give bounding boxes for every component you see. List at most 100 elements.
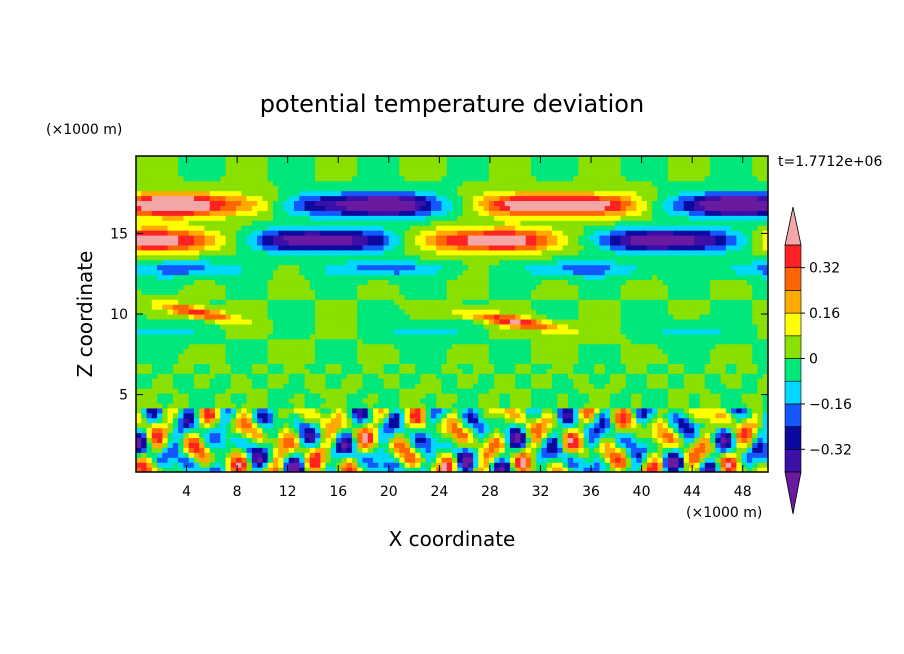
- heatmap-cell: [409, 457, 416, 463]
- heatmap-cell: [404, 378, 411, 384]
- heatmap-cell: [204, 294, 211, 300]
- heatmap-cell: [267, 318, 274, 325]
- heatmap-cell: [388, 437, 395, 443]
- heatmap-cell: [678, 333, 685, 340]
- heatmap-cell: [483, 353, 490, 360]
- heatmap-cell: [762, 299, 768, 305]
- heatmap-cell: [525, 318, 532, 325]
- heatmap-cell: [562, 442, 569, 448]
- heatmap-cell: [341, 269, 348, 276]
- heatmap-cell: [357, 289, 364, 295]
- heatmap-cell: [415, 279, 421, 285]
- heatmap-cell: [415, 318, 421, 325]
- heatmap-cell: [151, 314, 158, 320]
- heatmap-cell: [699, 323, 706, 330]
- heatmap-cell: [652, 338, 658, 345]
- heatmap-cell: [420, 402, 427, 409]
- heatmap-cell: [441, 338, 448, 345]
- heatmap-cell: [193, 264, 200, 271]
- heatmap-cell: [731, 467, 737, 472]
- heatmap-cell: [204, 407, 211, 414]
- heatmap-cell: [625, 328, 632, 335]
- heatmap-cell: [141, 422, 148, 429]
- heatmap-cell: [320, 437, 327, 443]
- heatmap-cell: [373, 358, 379, 364]
- heatmap-cell: [457, 452, 464, 458]
- heatmap-cell: [241, 343, 248, 350]
- heatmap-cell: [209, 447, 216, 453]
- heatmap-cell: [251, 393, 258, 399]
- heatmap-cell: [641, 402, 648, 409]
- heatmap-cell: [146, 422, 153, 429]
- heatmap-cell: [494, 378, 500, 384]
- heatmap-cell: [436, 338, 443, 345]
- heatmap-cell: [488, 437, 495, 443]
- heatmap-cell: [720, 388, 727, 394]
- heatmap-cell: [215, 457, 221, 463]
- heatmap-cell: [657, 397, 664, 404]
- heatmap-cell: [141, 467, 148, 472]
- heatmap-cell: [304, 328, 311, 335]
- heatmap-cell: [483, 333, 490, 340]
- heatmap-cell: [552, 269, 558, 276]
- heatmap-cell: [604, 358, 611, 364]
- heatmap-cell: [504, 294, 511, 300]
- heatmap-cell: [157, 363, 163, 369]
- heatmap-cell: [267, 348, 274, 355]
- heatmap-cell: [667, 442, 674, 448]
- heatmap-cell: [204, 289, 211, 295]
- heatmap-cell: [436, 318, 443, 325]
- heatmap-cell: [288, 269, 295, 276]
- heatmap-cell: [762, 338, 768, 345]
- heatmap-cell: [199, 353, 206, 360]
- heatmap-cell: [388, 412, 395, 419]
- heatmap-cell: [588, 353, 595, 360]
- heatmap-cell: [388, 373, 395, 379]
- heatmap-cell: [483, 427, 490, 434]
- heatmap-cell: [251, 422, 258, 429]
- heatmap-cell: [288, 328, 295, 335]
- heatmap-cell: [652, 343, 658, 350]
- heatmap-cell: [246, 383, 253, 389]
- heatmap-cell: [452, 412, 458, 419]
- heatmap-cell: [573, 304, 579, 310]
- heatmap-cell: [710, 407, 716, 414]
- heatmap-cell: [167, 417, 174, 424]
- heatmap-cell: [710, 388, 716, 394]
- heatmap-cell: [320, 432, 327, 439]
- heatmap-cell: [178, 358, 184, 364]
- heatmap-cell: [525, 393, 532, 399]
- heatmap-cell: [220, 328, 227, 335]
- heatmap-cell: [599, 328, 606, 335]
- heatmap-cell: [604, 437, 611, 443]
- heatmap-cell: [430, 358, 437, 364]
- heatmap-cell: [504, 284, 511, 290]
- heatmap-cell: [531, 383, 537, 389]
- heatmap-cell: [246, 323, 253, 330]
- heatmap-cell: [704, 333, 711, 340]
- heatmap-cell: [473, 442, 479, 448]
- heatmap-cell: [557, 457, 564, 463]
- heatmap-cell: [236, 437, 242, 443]
- heatmap-cell: [720, 304, 727, 310]
- heatmap-cell: [246, 358, 253, 364]
- heatmap-cell: [683, 318, 690, 325]
- heatmap-cell: [610, 422, 616, 429]
- heatmap-cell: [646, 323, 653, 330]
- heatmap-cell: [625, 402, 632, 409]
- heatmap-cell: [646, 383, 653, 389]
- heatmap-cell: [531, 269, 537, 276]
- heatmap-cell: [272, 304, 279, 310]
- heatmap-cell: [541, 373, 548, 379]
- heatmap-cell: [151, 328, 158, 335]
- heatmap-cell: [357, 333, 364, 340]
- heatmap-cell: [215, 388, 221, 394]
- heatmap-cell: [509, 373, 516, 379]
- heatmap-cell: [367, 383, 374, 389]
- heatmap-cell: [588, 274, 595, 281]
- heatmap-cell: [172, 328, 179, 335]
- heatmap-cell: [151, 318, 158, 325]
- heatmap-cell: [283, 343, 290, 350]
- heatmap-cell: [278, 422, 285, 429]
- heatmap-cell: [204, 462, 211, 468]
